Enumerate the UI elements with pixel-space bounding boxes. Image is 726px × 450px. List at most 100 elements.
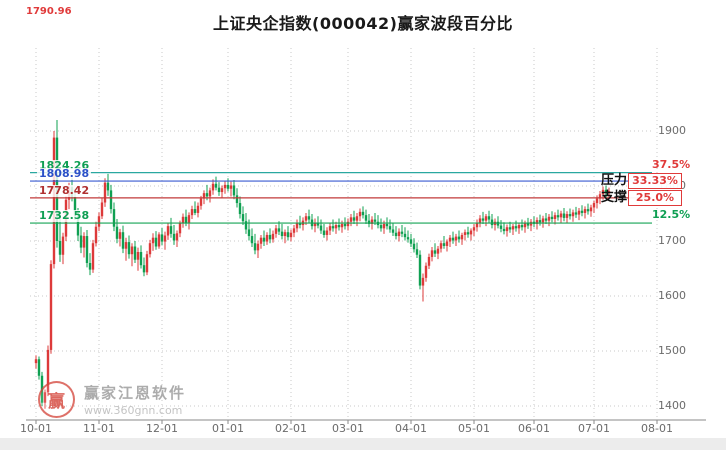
- seal-character: 赢: [48, 392, 65, 412]
- candle-body: [472, 227, 476, 231]
- candle-body: [37, 359, 41, 376]
- candle-body: [568, 214, 572, 217]
- candle-body: [262, 237, 266, 242]
- candle-body: [397, 231, 401, 237]
- watermark: 赢 赢家江恩软件 www.360gnn.com: [38, 381, 186, 418]
- candle-body: [544, 218, 548, 221]
- candle-body: [190, 209, 194, 216]
- candle-body: [253, 243, 257, 251]
- candle-body: [166, 226, 170, 236]
- candle-body: [430, 250, 434, 257]
- candle-body: [565, 214, 569, 218]
- candle-body: [223, 184, 227, 189]
- candle-body: [469, 230, 473, 235]
- candle-body: [538, 220, 542, 223]
- candle-body: [127, 242, 131, 255]
- candle-body: [304, 216, 308, 221]
- candle-body: [556, 215, 560, 218]
- candle-body: [175, 233, 179, 241]
- candle-body: [130, 246, 134, 255]
- candle-body: [133, 246, 137, 260]
- candle-body: [349, 217, 353, 222]
- candle-body: [595, 198, 599, 204]
- candle-body: [202, 193, 206, 199]
- y-axis-label: 1500: [658, 344, 686, 357]
- candle-body: [106, 182, 110, 191]
- candle-body: [199, 198, 203, 206]
- candle-body: [448, 237, 452, 242]
- candle-body: [151, 237, 155, 244]
- candle-body: [352, 217, 356, 221]
- candle-body: [94, 226, 98, 244]
- candle-body: [271, 233, 275, 240]
- candle-body: [607, 190, 611, 194]
- candle-body: [403, 233, 407, 238]
- candle-body: [82, 236, 86, 248]
- candle-body: [343, 223, 347, 227]
- candle-body: [385, 223, 389, 227]
- candle-body: [436, 248, 440, 254]
- candle-body: [238, 203, 242, 215]
- candle-body: [592, 203, 596, 208]
- candle-body: [46, 349, 50, 393]
- candle-body: [382, 223, 386, 229]
- support-label: 支撑: [601, 189, 628, 205]
- candle-body: [73, 197, 77, 216]
- candle-body: [325, 230, 329, 235]
- latest-price: 1790.96: [26, 6, 72, 17]
- candle-body: [511, 226, 515, 230]
- candle-body: [331, 226, 335, 229]
- candle-body: [100, 202, 104, 217]
- candle-body: [391, 229, 395, 233]
- candle-body: [169, 226, 173, 234]
- candle-body: [409, 239, 413, 244]
- level-price-label: 1732.58: [37, 209, 92, 223]
- candle-body: [193, 209, 197, 213]
- candle-body: [358, 211, 362, 217]
- candle-body: [553, 215, 557, 219]
- candle-body: [136, 252, 140, 260]
- candle-body: [601, 189, 605, 195]
- candle-body: [139, 252, 143, 266]
- candle-body: [526, 223, 530, 226]
- candle-body: [361, 211, 365, 216]
- bottom-strip: [0, 438, 726, 450]
- candle-body: [259, 237, 263, 244]
- candle-body: [307, 216, 311, 220]
- candle-body: [220, 188, 224, 193]
- candle-body: [274, 228, 278, 234]
- candle-body: [508, 227, 512, 230]
- page-title: 上证央企指数(000042)赢家波段百分比: [213, 14, 513, 33]
- x-axis-label: 07-01: [578, 422, 610, 435]
- x-axis-label: 05-01: [458, 422, 490, 435]
- candle-body: [406, 237, 410, 240]
- candle-body: [571, 212, 575, 217]
- candle-body: [121, 232, 125, 249]
- x-axis-label: 01-01: [212, 422, 244, 435]
- candle-body: [439, 243, 443, 249]
- candle-body: [211, 183, 215, 191]
- candle-body: [478, 218, 482, 223]
- candle-body: [481, 218, 485, 221]
- candle-body: [97, 216, 101, 227]
- candle-body: [115, 226, 119, 239]
- candle-body: [337, 225, 341, 228]
- candle-body: [394, 232, 398, 237]
- candle-body: [187, 215, 191, 223]
- candle-body: [265, 234, 269, 242]
- candle-body: [328, 226, 332, 231]
- candle-body: [490, 219, 494, 226]
- candle-body: [277, 228, 281, 232]
- candle-body: [451, 237, 455, 241]
- candle-body: [88, 263, 92, 270]
- candle-body: [178, 223, 182, 234]
- candle-body: [574, 212, 578, 215]
- candle-body: [124, 242, 128, 249]
- y-axis-label: 1400: [658, 399, 686, 412]
- candle-body: [424, 265, 428, 278]
- candle-body: [142, 265, 146, 273]
- candle-body: [112, 209, 116, 227]
- candle-body: [34, 359, 38, 364]
- x-axis-label: 02-01: [275, 422, 307, 435]
- candle-body: [598, 194, 602, 199]
